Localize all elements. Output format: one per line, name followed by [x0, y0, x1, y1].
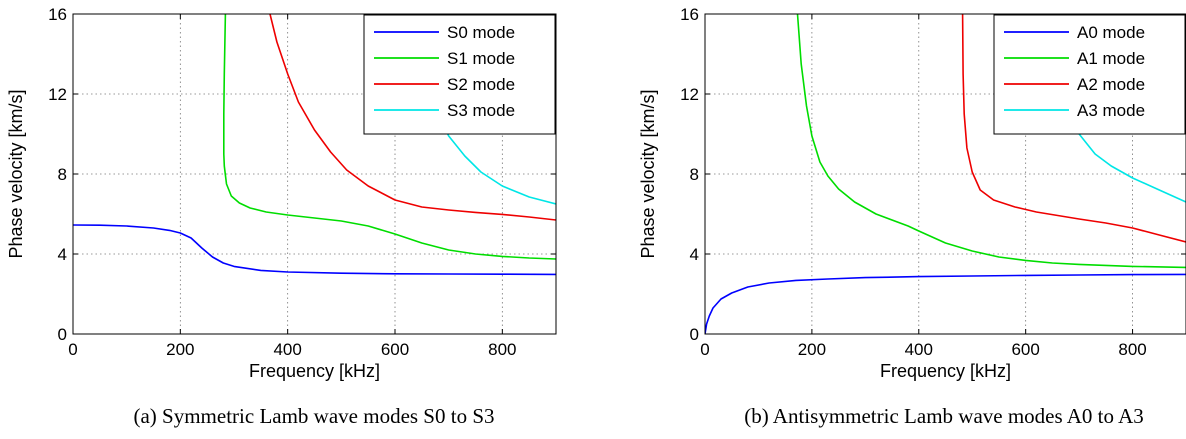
chart-a-xtick-label: 200: [166, 340, 194, 359]
chart-b-ytick-label: 4: [690, 245, 699, 264]
chart-b-legend-label: A0 mode: [1077, 23, 1145, 42]
chart-b-xtick-label: 600: [1011, 340, 1039, 359]
chart-b-xtick-label: 200: [798, 340, 826, 359]
chart-b-series-a0-mode: [705, 274, 1186, 334]
chart-a-xtick-label: 400: [273, 340, 301, 359]
chart-b-legend-label: A3 mode: [1077, 101, 1145, 120]
chart-a-xtick-label: 600: [381, 340, 409, 359]
chart-b-legend: A0 mode A1 mode A2 mode A3 mode: [994, 15, 1185, 134]
chart-b-ytick-label: 16: [680, 5, 699, 24]
chart-a-series-s0-mode: [73, 225, 556, 274]
chart-a-xtick-label: 800: [488, 340, 516, 359]
chart-b-caption: (b) Antisymmetric Lamb wave modes A0 to …: [744, 404, 1144, 428]
chart-a-xtick-label: 0: [68, 340, 77, 359]
chart-b-xtick-label: 400: [905, 340, 933, 359]
chart-a: (a) Symmetric Lamb wave modes S0 to S3 0…: [0, 0, 593, 434]
chart-a-xlabel: Frequency [kHz]: [249, 361, 380, 381]
chart-b-ytick-label: 12: [680, 85, 699, 104]
chart-b-xtick-label: 800: [1118, 340, 1146, 359]
chart-b-legend-label: A2 mode: [1077, 75, 1145, 94]
chart-b-xlabel: Frequency [kHz]: [880, 361, 1011, 381]
chart-a-legend-label: S1 mode: [447, 49, 515, 68]
chart-b: (b) Antisymmetric Lamb wave modes A0 to …: [593, 0, 1186, 434]
chart-a-ytick-label: 8: [58, 165, 67, 184]
chart-panel-b: (b) Antisymmetric Lamb wave modes A0 to …: [593, 0, 1186, 434]
chart-b-ytick-label: 0: [690, 325, 699, 344]
chart-a-ytick-label: 4: [58, 245, 67, 264]
chart-a-ytick-label: 16: [48, 5, 67, 24]
chart-b-legend-label: A1 mode: [1077, 49, 1145, 68]
chart-b-ylabel: Phase velocity [km/s]: [638, 89, 658, 258]
chart-a-ytick-label: 12: [48, 85, 67, 104]
chart-panel-a: (a) Symmetric Lamb wave modes S0 to S3 0…: [0, 0, 593, 434]
chart-b-xtick-label: 0: [700, 340, 709, 359]
chart-a-legend-label: S2 mode: [447, 75, 515, 94]
chart-a-legend: S0 mode S1 mode S2 mode S3 mode: [364, 15, 555, 134]
chart-a-ylabel: Phase velocity [km/s]: [6, 89, 26, 258]
chart-a-legend-label: S0 mode: [447, 23, 515, 42]
chart-a-ytick-label: 0: [58, 325, 67, 344]
chart-a-caption: (a) Symmetric Lamb wave modes S0 to S3: [133, 404, 494, 428]
chart-b-ytick-label: 8: [690, 165, 699, 184]
chart-a-legend-label: S3 mode: [447, 101, 515, 120]
